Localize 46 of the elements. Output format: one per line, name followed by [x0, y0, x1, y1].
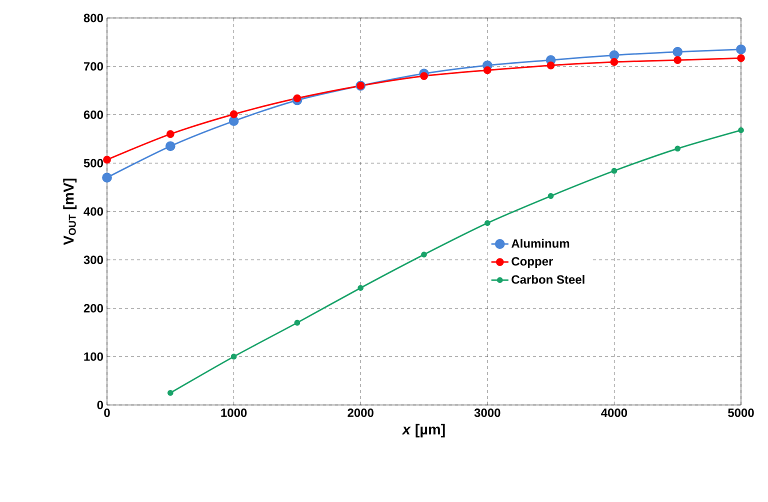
point [230, 354, 237, 360]
point [293, 94, 302, 102]
point [358, 284, 364, 291]
point [674, 56, 682, 64]
x-axis-title: x [µm] [402, 424, 445, 438]
point [420, 72, 428, 80]
point [102, 172, 112, 183]
point [483, 66, 492, 74]
x-tick-label: 1000 [221, 408, 247, 418]
point [609, 50, 620, 60]
point [230, 110, 238, 118]
point [548, 193, 554, 199]
x-tick-label: 2000 [348, 408, 374, 418]
point [167, 390, 174, 396]
x-tick-label: 5000 [728, 408, 754, 418]
y-tick-label: 600 [84, 110, 103, 119]
point [610, 58, 618, 66]
legend-label: Copper [512, 257, 553, 268]
point [611, 168, 618, 174]
y-tick-label: 100 [84, 352, 103, 361]
x-tick-label: 4000 [601, 408, 628, 418]
x-tick-label: 0 [104, 408, 110, 418]
x-tick-label: 3000 [474, 408, 500, 418]
y-axis-title: V$_{OUT}$ [mV] [63, 178, 77, 245]
y-tick-label: 500 [84, 158, 103, 168]
point [737, 54, 745, 62]
point [672, 46, 683, 57]
y-tick-label: 700 [84, 62, 103, 71]
point [674, 146, 681, 152]
point [294, 320, 300, 326]
point [484, 220, 490, 226]
point [228, 116, 239, 126]
point [736, 44, 746, 54]
point [165, 141, 176, 152]
point [738, 127, 744, 134]
point [546, 61, 555, 70]
legend-label: Carbon Steel [512, 274, 584, 284]
point [103, 156, 111, 164]
y-tick-label: 800 [84, 14, 103, 22]
y-tick-label: 400 [84, 207, 103, 216]
legend-label: Aluminum [511, 238, 570, 248]
y-tick-label: 0 [97, 400, 103, 410]
y-tick-label: 200 [84, 304, 103, 312]
y-tick-label: 300 [84, 256, 103, 264]
point [421, 252, 427, 258]
point [166, 130, 174, 138]
